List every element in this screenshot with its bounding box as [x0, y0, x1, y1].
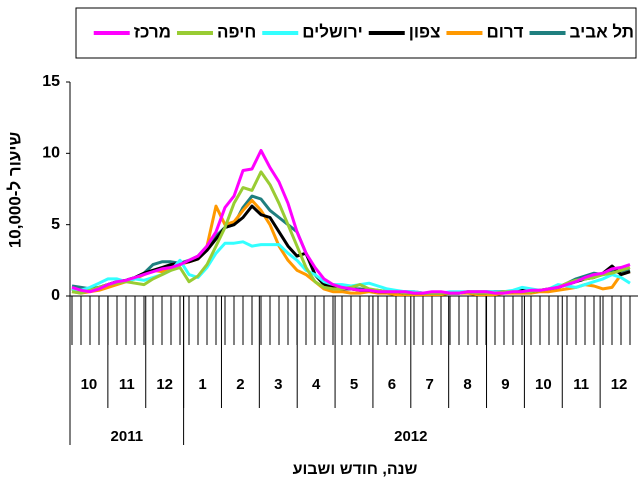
month-label: 8	[463, 376, 471, 393]
y-tick-label: 10	[42, 145, 60, 162]
series-line	[71, 198, 631, 297]
year-label: 2011	[111, 428, 144, 445]
month-label: 10	[81, 376, 98, 393]
y-tick-label: 5	[51, 216, 60, 233]
series-line	[71, 170, 631, 295]
legend-label: צפון	[409, 22, 441, 41]
month-label: 10	[535, 376, 552, 393]
y-tick-label: 15	[42, 73, 60, 90]
series-line	[71, 149, 631, 295]
month-label: 2	[236, 376, 244, 393]
month-label: 12	[611, 376, 628, 393]
series-line	[71, 240, 631, 295]
legend-label: ירושלים	[302, 22, 363, 41]
month-label: 11	[573, 376, 589, 393]
x-axis-title: שנה, חודש ושבוע	[293, 461, 418, 478]
month-label: 3	[274, 376, 282, 393]
year-label: 2012	[394, 428, 427, 445]
series-line	[71, 204, 631, 295]
month-label: 11	[119, 376, 135, 393]
legend-label: חיפה	[217, 22, 256, 41]
month-label: 7	[426, 376, 434, 393]
month-label: 4	[312, 376, 321, 393]
y-axis-title: שיעור ל-10,000	[5, 132, 24, 249]
legend-label: תל אביב	[570, 22, 634, 41]
legend-label: מרכז	[134, 22, 171, 41]
month-label: 9	[501, 376, 509, 393]
month-label: 5	[350, 376, 358, 393]
month-label: 1	[198, 376, 206, 393]
month-label: 6	[388, 376, 396, 393]
month-label: 12	[156, 376, 173, 393]
y-tick-label: 0	[51, 287, 60, 304]
legend-label: דרום	[486, 22, 523, 41]
